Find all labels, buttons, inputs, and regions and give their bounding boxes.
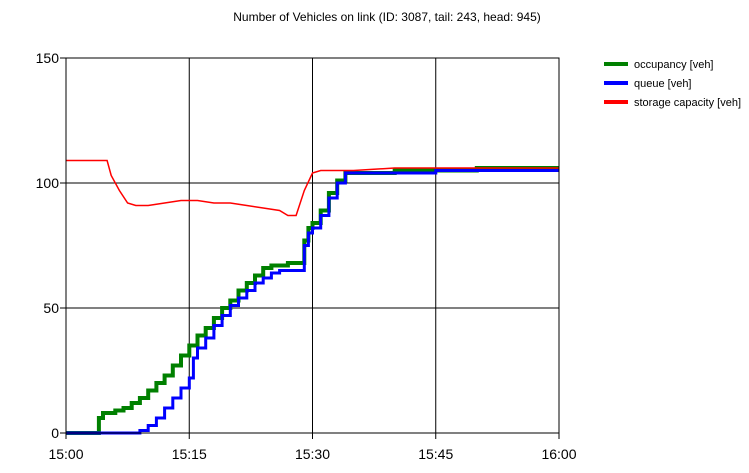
grid [66,58,559,433]
series-line-storage [66,159,559,217]
x-tick-label: 15:30 [295,446,330,462]
legend-label: occupancy [veh] [634,59,714,71]
y-tick-label: 100 [36,175,60,191]
x-tick-label: 15:45 [418,446,453,462]
y-tick-label: 150 [36,50,60,66]
series-layer [66,159,559,435]
x-tick-label: 16:00 [541,446,576,462]
y-axis: 0 50 100 150 [36,50,66,441]
chart-title: Number of Vehicles on link (ID: 3087, ta… [233,10,541,24]
series-line-queue [66,169,559,435]
legend: occupancy [veh] queue [veh] storage capaci… [604,59,741,109]
legend-label: queue [veh] [634,78,692,90]
x-axis: 15:00 15:15 15:30 15:45 16:00 [48,433,577,462]
y-tick-label: 0 [51,425,59,441]
legend-label: storage capacity [veh] [634,97,741,109]
y-tick-label: 50 [43,300,59,316]
x-tick-label: 15:15 [172,446,207,462]
x-tick-label: 15:00 [48,446,83,462]
series-line-occupancy [66,166,559,435]
